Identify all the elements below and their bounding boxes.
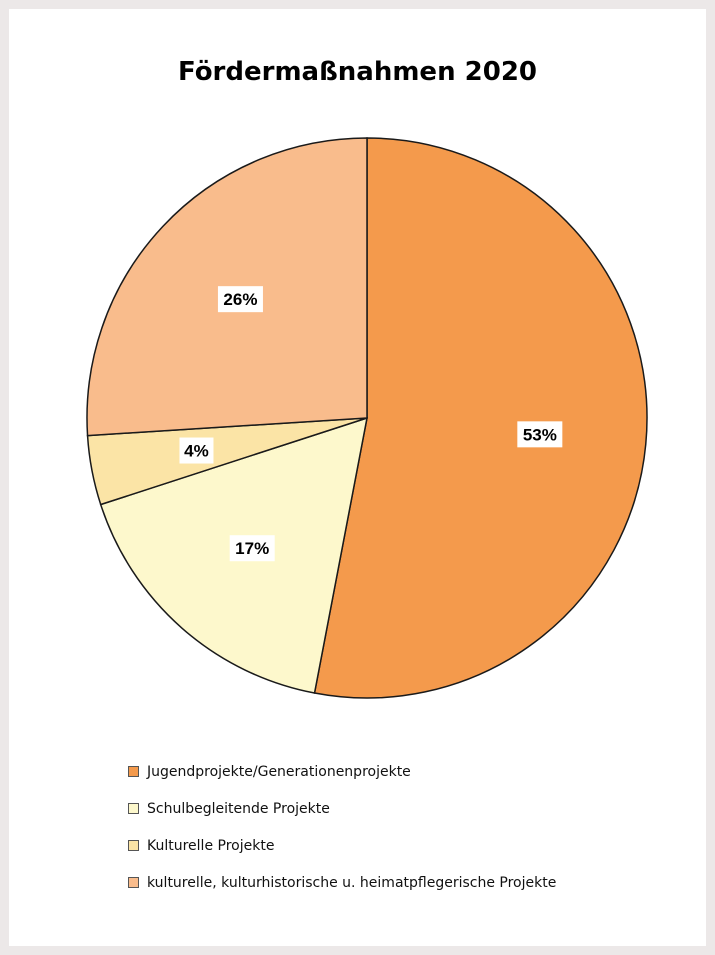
legend-swatch-2 xyxy=(128,840,139,851)
legend-swatch-0 xyxy=(128,766,139,777)
data-label-text-0: 53% xyxy=(523,425,557,444)
data-label-box-3 xyxy=(217,286,263,313)
data-label-text-2: 4% xyxy=(184,442,209,461)
legend-swatch-1 xyxy=(128,803,139,814)
data-label-box-2 xyxy=(179,437,214,464)
chart-title: Fördermaßnahmen 2020 xyxy=(177,57,537,87)
data-label-box-0 xyxy=(517,421,563,448)
data-label-text-1: 17% xyxy=(235,539,269,558)
data-label-3: 26% xyxy=(217,286,263,313)
legend-label-0: Jugendprojekte/Generationenprojekte xyxy=(147,763,411,780)
data-label-1: 17% xyxy=(229,535,275,562)
legend-label-3: kulturelle, kulturhistorische u. heimatp… xyxy=(147,874,557,891)
legend-item-2: Kulturelle Projekte xyxy=(128,834,556,857)
data-label-box-1 xyxy=(229,535,275,562)
data-label-0: 53% xyxy=(517,421,563,448)
pie-slice-0 xyxy=(313,137,648,699)
legend-swatch-3 xyxy=(128,877,139,888)
data-label-text-3: 26% xyxy=(223,290,257,309)
legend-label-1: Schulbegleitende Projekte xyxy=(147,800,330,817)
legend-item-3: kulturelle, kulturhistorische u. heimatp… xyxy=(128,871,556,894)
legend-item-1: Schulbegleitende Projekte xyxy=(128,797,556,820)
legend-item-0: Jugendprojekte/Generationenprojekte xyxy=(128,760,556,783)
legend-label-2: Kulturelle Projekte xyxy=(147,837,275,854)
data-label-2: 4% xyxy=(179,437,214,464)
legend: Jugendprojekte/Generationenprojekte Schu… xyxy=(128,760,556,908)
